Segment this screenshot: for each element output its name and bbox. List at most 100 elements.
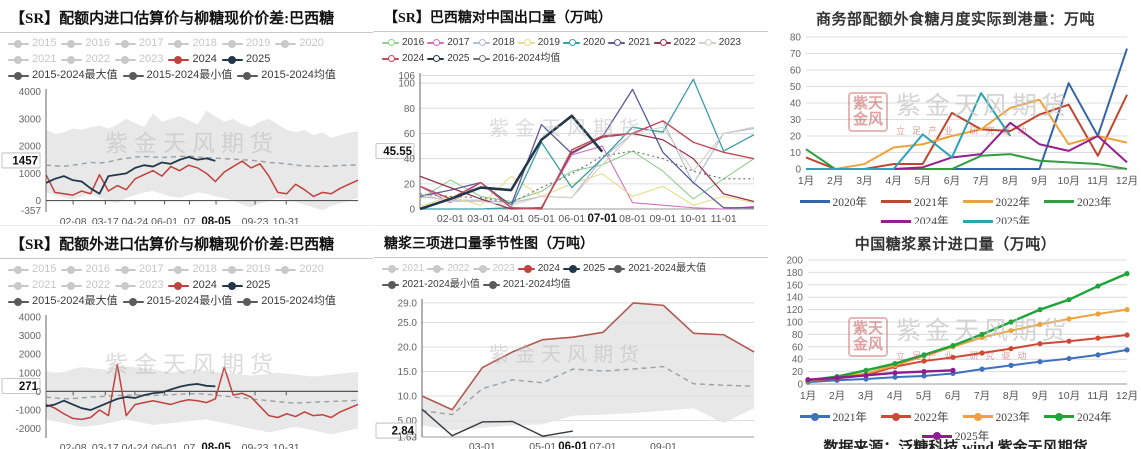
- legend-item-2025[interactable]: 2025: [221, 52, 270, 67]
- ytick-label: 0: [797, 380, 803, 391]
- legend-item-2015-2024最大值[interactable]: 2015-2024最大值: [8, 294, 118, 309]
- legend-marker-icon: [517, 38, 535, 47]
- legend-label: 2024: [192, 279, 217, 291]
- legend-marker-icon: [275, 265, 297, 274]
- ytick-label: 80: [790, 33, 802, 44]
- legend-label: 2024: [192, 53, 217, 65]
- legend-item-2015-2024均值[interactable]: 2015-2024均值: [237, 294, 336, 309]
- legend-item-2024[interactable]: 2024: [168, 52, 217, 67]
- chart-title-quota-out: 【SR】配额外进口估算价与柳糖现价价差:巴西糖: [0, 226, 373, 259]
- legend-item-2023[interactable]: 2023: [114, 278, 163, 293]
- legend-label: 2025: [583, 263, 606, 274]
- legend-item-2016-2024均值[interactable]: 2016-2024均值: [472, 51, 560, 66]
- legend-item-2024[interactable]: 2024: [382, 51, 424, 66]
- legend-item-2020[interactable]: 2020: [275, 262, 324, 277]
- chart-title-quota-in: 【SR】配额内进口估算价与柳糖现价价差:巴西糖: [0, 0, 373, 33]
- series-point-2022年: [1095, 335, 1101, 341]
- legend-label: 2015: [32, 263, 57, 275]
- legend-item-2021-2024均值[interactable]: 2021-2024均值: [482, 277, 571, 292]
- ytick-label: 80: [404, 104, 416, 115]
- legend-marker-icon: [608, 38, 626, 47]
- ytick-label: 4000: [19, 312, 42, 323]
- legend-item-2015-2024最小值[interactable]: 2015-2024最小值: [122, 68, 232, 83]
- legend-item-2016[interactable]: 2016: [61, 262, 110, 277]
- legend-item-2022[interactable]: 2022: [427, 261, 470, 276]
- legend-item-2025[interactable]: 2025: [221, 278, 270, 293]
- legend-item-2023[interactable]: 2023: [472, 261, 515, 276]
- series-point-2025年: [921, 369, 927, 375]
- legend-label: 2019: [537, 37, 560, 48]
- legend-marker-icon: [799, 200, 830, 203]
- legend-item-2023[interactable]: 2023: [114, 52, 163, 67]
- xtick-label: 03-17: [92, 216, 119, 224]
- legend-item-2023[interactable]: 2023: [698, 35, 741, 50]
- xtick-label: 02-08: [60, 442, 87, 449]
- series-line-2015-2024均值: [45, 155, 359, 168]
- ytick-label: 4000: [19, 87, 42, 98]
- legend-item-2019[interactable]: 2019: [517, 35, 560, 50]
- legend-item-2020[interactable]: 2020: [275, 36, 324, 51]
- ytick-label: 25.0: [398, 318, 418, 329]
- legend-item-2025[interactable]: 2025: [563, 261, 605, 276]
- legend-item-2017[interactable]: 2017: [114, 36, 163, 51]
- ytick-label: 40: [404, 154, 416, 165]
- legend-item-2015-2024最大值[interactable]: 2015-2024最大值: [8, 68, 118, 83]
- chart-canvas-mofcom-arrivals: 80 70 60 50 40 30 20 10 01月 2月 3月 4月 5月 6月 7月 8月 9月 10月 11…: [790, 33, 1138, 188]
- legend-item-2021-2024最大值[interactable]: 2021-2024最大值: [608, 261, 706, 276]
- xtick-label: 5月: [916, 390, 932, 402]
- legend-marker-icon: [221, 55, 243, 64]
- legend-item-2018[interactable]: 2018: [168, 262, 217, 277]
- legend-item-2019[interactable]: 2019: [221, 262, 271, 277]
- ytick-label: 40: [792, 355, 804, 366]
- legend-item-2021[interactable]: 2021: [8, 278, 56, 293]
- legend-item-2016[interactable]: 2016: [61, 36, 110, 51]
- legend-item-2021[interactable]: 2021: [8, 52, 56, 67]
- series-point-2021年: [979, 366, 985, 372]
- ytick-label: 70: [790, 49, 802, 60]
- legend-item-2019[interactable]: 2019: [221, 36, 270, 51]
- legend-item-2022[interactable]: 2022: [61, 52, 110, 67]
- legend-item-2022[interactable]: 2022: [653, 35, 696, 50]
- legend-item-2015[interactable]: 2015: [8, 36, 56, 51]
- legend-item-2022[interactable]: 2022: [61, 278, 110, 293]
- ytick-label: 60: [790, 66, 802, 77]
- legend-quota-out: 2015 2016 2017 2018 2019 2020 2021 2022 2023 2024…: [0, 259, 373, 310]
- legend-item-2017[interactable]: 2017: [114, 262, 163, 277]
- xtick-label: 02-08: [60, 216, 87, 224]
- chart-card-quota-out-spread: 【SR】配额外进口估算价与柳糖现价价差:巴西糖 2015 2016 2017 2018…: [0, 225, 373, 449]
- legend-item-2018[interactable]: 2018: [472, 35, 515, 50]
- series-point-2022年: [979, 350, 985, 356]
- legend-item-2021-2024最小值[interactable]: 2021-2024最小值: [382, 277, 480, 292]
- series-point-2023年: [1066, 316, 1072, 322]
- chart-card-brazil-export: 【SR】巴西糖对中国出口量（万吨） 2016 2017 2018 2019 2020 20…: [374, 0, 768, 224]
- legend-item-2025年: 2025年: [921, 428, 989, 444]
- minmax-band: [422, 302, 754, 431]
- legend-item-2021[interactable]: 2021: [382, 261, 424, 276]
- legend-item-2024[interactable]: 2024: [517, 261, 560, 276]
- legend-item-2024[interactable]: 2024: [168, 278, 217, 293]
- series-point-2025年: [834, 375, 840, 381]
- legend-item-2021年: 2021年: [799, 409, 867, 425]
- series-line-2025: [45, 156, 216, 195]
- legend-item-2015[interactable]: 2015: [8, 262, 56, 277]
- legend-label: 2021年: [914, 196, 949, 209]
- legend-item-2015-2024最小值[interactable]: 2015-2024最小值: [122, 294, 232, 309]
- legend-item-2017[interactable]: 2017: [427, 35, 470, 50]
- legend-marker-icon: [382, 38, 399, 47]
- ytick-label: 10.0: [398, 391, 418, 402]
- series-point-2022年: [1008, 346, 1014, 352]
- legend-item-2025[interactable]: 2025: [427, 51, 470, 66]
- xtick-label: 06-01: [151, 216, 178, 224]
- series-point-2025年: [863, 372, 869, 378]
- legend-item-2021[interactable]: 2021: [608, 35, 651, 50]
- legend-item-2018[interactable]: 2018: [168, 36, 217, 51]
- legend-item-2016[interactable]: 2016: [382, 35, 424, 50]
- legend-label: 2019: [245, 263, 271, 275]
- xtick-label: 07-01: [590, 441, 617, 449]
- legend-label: 2015-2024最大值: [32, 69, 118, 81]
- legend-label: 2021-2024均值: [502, 279, 571, 290]
- series-point-2021年: [1066, 355, 1072, 362]
- legend-item-2015-2024均值[interactable]: 2015-2024均值: [237, 68, 336, 83]
- legend-item-2020[interactable]: 2020: [563, 35, 605, 50]
- series-point-2021年: [863, 376, 869, 382]
